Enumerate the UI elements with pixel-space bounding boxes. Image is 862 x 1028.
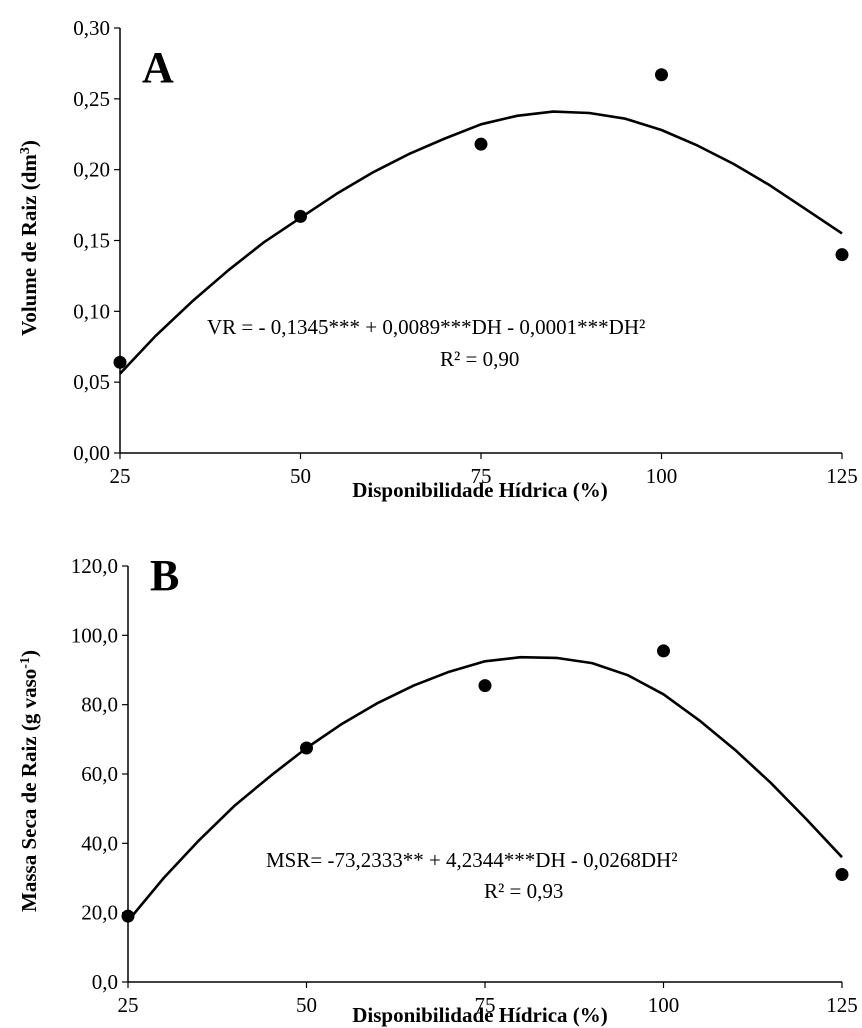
x-tick-label: 25 bbox=[118, 993, 139, 1017]
y-tick-label: 0,25 bbox=[73, 87, 110, 111]
y-axis-title-superscript: 3 bbox=[18, 147, 33, 154]
y-tick-label: 60,0 bbox=[81, 762, 118, 786]
panel-letter: A bbox=[142, 43, 174, 92]
data-point bbox=[835, 868, 849, 882]
x-tick-label: 25 bbox=[110, 464, 131, 488]
y-tick-label: 0,05 bbox=[73, 370, 110, 394]
y-tick-label: 0,10 bbox=[73, 299, 110, 323]
y-axis-title-main: Volume de Raiz (dm bbox=[17, 154, 41, 336]
x-axis-title: Disponibilidade Hídrica (%) bbox=[352, 478, 608, 502]
y-axis-title-end: ) bbox=[17, 140, 41, 147]
x-tick-label: 100 bbox=[648, 993, 680, 1017]
y-tick-label: 40,0 bbox=[81, 831, 118, 855]
x-tick-label: 125 bbox=[826, 464, 858, 488]
y-tick-label: 0,0 bbox=[92, 970, 118, 994]
panel-letter: B bbox=[150, 551, 179, 600]
data-point bbox=[478, 679, 492, 693]
data-point bbox=[113, 355, 127, 369]
y-tick-label: 80,0 bbox=[81, 693, 118, 717]
y-axis-title-end: ) bbox=[17, 650, 41, 657]
x-tick-label: 50 bbox=[296, 993, 317, 1017]
y-tick-label: 0,15 bbox=[73, 229, 110, 253]
y-tick-label: 0,00 bbox=[73, 441, 110, 465]
data-point bbox=[294, 209, 307, 223]
x-tick-label: 75 bbox=[471, 464, 492, 488]
y-axis-title: Massa Seca de Raiz (g vaso-1) bbox=[17, 650, 41, 912]
data-point bbox=[657, 644, 670, 658]
data-point bbox=[835, 248, 849, 262]
r-squared: R² = 0,90 bbox=[440, 347, 519, 371]
data-point bbox=[474, 137, 488, 151]
data-point bbox=[300, 741, 313, 755]
y-tick-label: 120,0 bbox=[71, 554, 118, 578]
y-tick-label: 20,0 bbox=[81, 901, 118, 925]
y-tick-label: 0,20 bbox=[73, 158, 110, 182]
r-squared: R² = 0,93 bbox=[484, 879, 563, 903]
y-axis-title-main: Massa Seca de Raiz (g vaso bbox=[17, 669, 41, 912]
regression-equation: VR = - 0,1345*** + 0,0089***DH - 0,0001*… bbox=[207, 315, 645, 339]
trendline bbox=[126, 655, 843, 922]
data-point bbox=[121, 909, 135, 923]
chart-panel-a: A VR = - 0,1345*** + 0,0089***DH - 0,000… bbox=[17, 16, 858, 502]
y-axis-title-superscript: -1 bbox=[18, 657, 33, 669]
x-axis-title: Disponibilidade Hídrica (%) bbox=[352, 1003, 608, 1027]
y-tick-label: 0,30 bbox=[73, 16, 110, 40]
chart-panel-b: B MSR= -73,2333** + 4,2344***DH - 0,0268… bbox=[17, 551, 858, 1027]
y-axis-title: Volume de Raiz (dm3) bbox=[17, 140, 41, 336]
data-point bbox=[655, 68, 668, 82]
x-tick-label: 75 bbox=[475, 993, 496, 1017]
y-tick-label: 100,0 bbox=[71, 623, 118, 647]
trendline bbox=[119, 110, 843, 375]
x-tick-label: 125 bbox=[826, 993, 858, 1017]
x-tick-label: 50 bbox=[290, 464, 311, 488]
regression-equation: MSR= -73,2333** + 4,2344***DH - 0,0268DH… bbox=[266, 848, 678, 872]
x-tick-label: 100 bbox=[646, 464, 678, 488]
